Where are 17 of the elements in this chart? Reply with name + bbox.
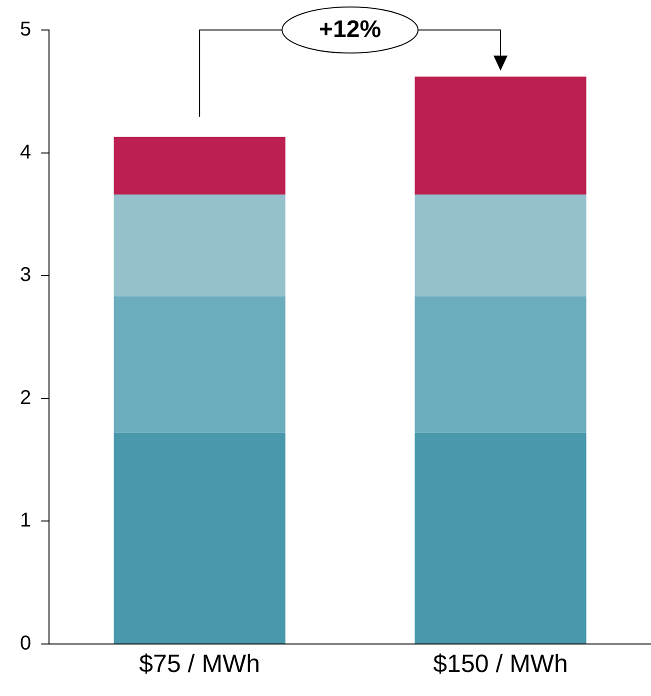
bar (414, 432, 586, 644)
bar (414, 76, 586, 195)
bar (114, 432, 286, 644)
y-tick-label: 0 (20, 632, 32, 655)
y-tick-label: 3 (20, 264, 32, 286)
y-tick-label: 5 (20, 18, 32, 41)
y-tick-label: 4 (20, 141, 32, 164)
bar (414, 296, 586, 433)
y-tick-label: 1 (20, 510, 32, 532)
annotation: +12% (319, 16, 382, 44)
x-tick-label: $75 / MWh (139, 650, 260, 678)
bar (114, 136, 286, 195)
y-tick-label: 2 (20, 386, 32, 409)
x-tick-label: $150 / MWh (433, 650, 568, 678)
bar (114, 296, 286, 433)
bar (114, 194, 286, 296)
bar (414, 194, 586, 296)
